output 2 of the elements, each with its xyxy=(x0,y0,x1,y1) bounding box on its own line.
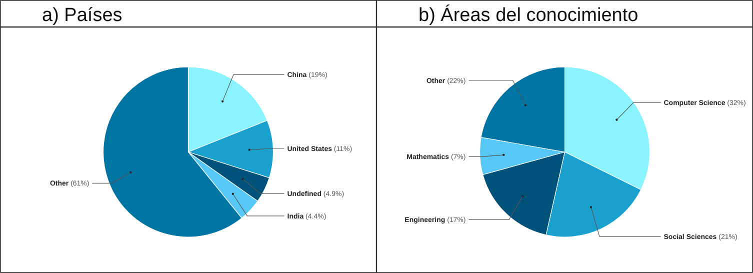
chart-title: b) Áreas del conocimiento xyxy=(418,4,638,26)
chart-title: a) Países xyxy=(42,5,122,26)
